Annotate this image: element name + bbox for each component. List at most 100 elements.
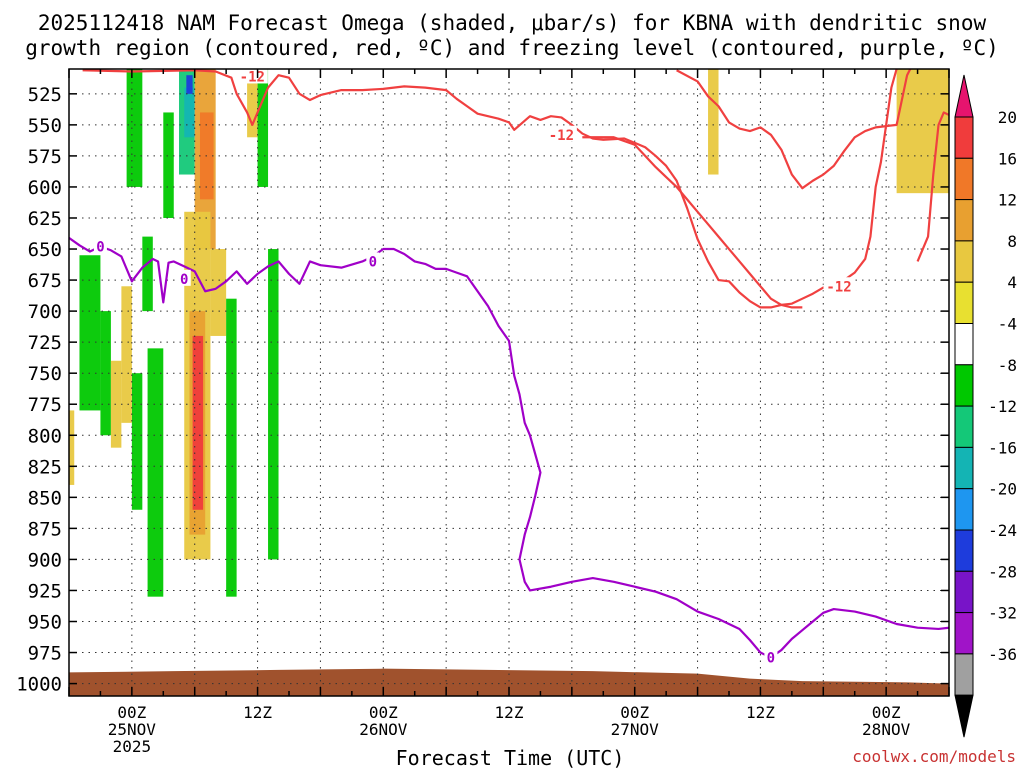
y-tick-label: 600: [28, 177, 62, 199]
colorbar-swatch: [954, 446, 974, 490]
colorbar-swatch: [954, 653, 974, 696]
y-tick-label: 525: [28, 84, 62, 106]
y-tick-label: 900: [28, 549, 62, 571]
omega-cell: [226, 298, 237, 597]
omega-cell: [268, 249, 279, 560]
omega-cell: [257, 69, 269, 187]
colorbar-label: 12: [998, 191, 1017, 210]
x-tick-date: 27NOV: [611, 720, 660, 739]
y-tick-label: 825: [28, 456, 62, 478]
colorbar-label: -36: [988, 645, 1017, 664]
omega-shading-layer: [69, 69, 949, 597]
contour-label: 0: [180, 272, 188, 288]
y-tick-label: 950: [28, 612, 62, 634]
omega-cell: [126, 69, 143, 187]
colorbar-label: -24: [988, 521, 1017, 540]
contour-label-bg: [93, 237, 107, 254]
colorbar-swatch: [954, 488, 974, 531]
contour-line: [916, 111, 949, 262]
colorbar-label: -8: [998, 356, 1017, 375]
y-tick-label: 850: [28, 487, 62, 509]
contour-line: [676, 69, 912, 190]
colorbar-label: 16: [998, 149, 1017, 168]
colorbar-label: -32: [988, 604, 1017, 623]
omega-cell: [896, 69, 949, 194]
y-tick-label: 675: [28, 270, 62, 292]
contour-label-bg: [764, 648, 778, 665]
contour-label: 0: [369, 254, 377, 270]
contour-line: [82, 69, 898, 309]
colorbar-swatch: [954, 116, 974, 159]
contour-label: -12: [240, 69, 265, 85]
terrain-layer: [69, 668, 949, 696]
omega-cell: [184, 87, 195, 138]
colorbar: 20 16 12 8 4 -4 -8 -12 -16 -20 -24 -28 -32 -36: [954, 74, 1017, 738]
y-tick-label: 650: [28, 239, 62, 261]
x-tick-label: 00Z: [872, 703, 901, 722]
x-axis-label: Forecast Time (UTC): [396, 746, 625, 768]
y-tick-label: 875: [28, 518, 62, 540]
colorbar-label: 20: [998, 108, 1017, 127]
omega-cell: [247, 69, 258, 138]
contour-label: -12: [826, 279, 851, 295]
x-tick-date: 28NOV: [862, 720, 911, 739]
colorbar-swatch: [954, 364, 974, 407]
omega-cell: [69, 410, 75, 485]
colorbar-top-arrow: [954, 74, 974, 118]
omega-cell: [79, 255, 101, 411]
y-tick-label: 925: [28, 580, 62, 602]
omega-cell: [131, 373, 143, 510]
omega-cell: [163, 112, 174, 218]
y-tick-label: 1000: [16, 674, 62, 696]
colorbar-swatch: [954, 323, 974, 366]
y-tick-label: 575: [28, 146, 62, 168]
y-tick-label: 550: [28, 115, 62, 137]
contour-label-bg: [823, 277, 855, 294]
contour-line: [69, 236, 949, 659]
y-tick-label: 975: [28, 643, 62, 665]
colorbar-label: -12: [988, 397, 1017, 416]
x-tick-label: 12Z: [243, 703, 272, 722]
terrain-surface: [69, 668, 949, 696]
contour-label-bg: [236, 67, 268, 84]
omega-cell: [708, 69, 719, 175]
y-tick-label: 625: [28, 208, 62, 230]
colorbar-label: -20: [988, 480, 1017, 499]
colorbar-label: -28: [988, 562, 1017, 581]
contour-label-bg: [545, 125, 577, 142]
y-axis: 525 550 575 600 625 650 675 700 725 750 775 800 825 8…: [16, 84, 949, 696]
x-tick-label: 00Z: [117, 703, 146, 722]
colorbar-swatch: [954, 612, 974, 655]
omega-cell: [192, 335, 204, 510]
omega-cell: [147, 348, 164, 597]
contour-line: [582, 136, 803, 309]
omega-cell: [110, 360, 122, 448]
x-tick-label: 12Z: [746, 703, 775, 722]
y-tick-label: 800: [28, 425, 62, 447]
x-tick-label: 00Z: [620, 703, 649, 722]
contour-label-bg: [177, 269, 191, 286]
contour-label: 0: [767, 651, 775, 667]
x-tick-date: 26NOV: [359, 720, 408, 739]
x-tick-year: 2025: [113, 737, 152, 756]
omega-cell: [186, 75, 193, 94]
colorbar-swatch: [954, 281, 974, 325]
contour-label: 0: [96, 240, 104, 256]
omega-cell: [142, 236, 153, 312]
y-tick-label: 725: [28, 332, 62, 354]
contour-layer: [69, 69, 949, 659]
colorbar-label: 4: [1007, 273, 1017, 292]
colorbar-label: -4: [998, 315, 1017, 334]
colorbar-swatch: [954, 529, 974, 572]
y-tick-label: 700: [28, 301, 62, 323]
colorbar-swatch: [954, 157, 974, 201]
omega-cell: [100, 311, 111, 436]
contour-label-bg: [366, 252, 380, 269]
colorbar-bottom-arrow: [954, 694, 974, 738]
chart-title-line-1: 2025112418 NAM Forecast Omega (shaded, μ…: [38, 11, 987, 35]
y-tick-label: 775: [28, 394, 62, 416]
contour-label: -12: [549, 128, 574, 144]
chart-title-line-2: growth region (contoured, red, ºC) and f…: [25, 36, 999, 60]
x-tick-label: 12Z: [495, 703, 524, 722]
